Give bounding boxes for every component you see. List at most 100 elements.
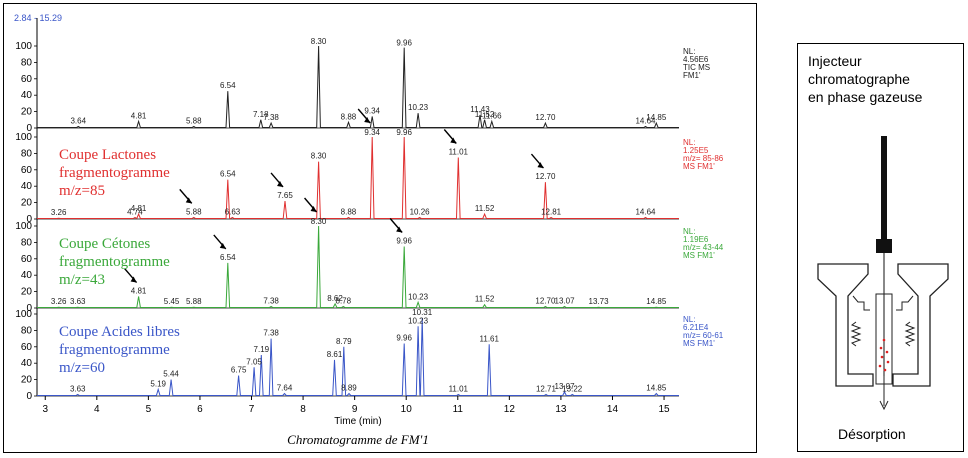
y-tick-label: 20	[21, 198, 33, 209]
peak-label: 11.52	[475, 295, 495, 304]
peak-label: 8.88	[341, 112, 357, 121]
panel-2-nl-line: NL:	[683, 138, 695, 147]
peak-label: 9.96	[396, 237, 412, 246]
y-tick-label: 60	[21, 74, 33, 85]
x-tick-label: 12	[504, 404, 516, 415]
peak-label: 4.81	[131, 111, 147, 120]
peak-label: 3.26	[51, 208, 67, 217]
panel-3-nl-line: m/z= 43-44	[683, 243, 724, 252]
peak-label: 14.64	[635, 207, 656, 216]
peak-label: 4.81	[131, 204, 147, 213]
panel-3-nl-line: NL:	[683, 227, 695, 236]
peak-label: 13.07	[555, 296, 576, 305]
panel-3-nl-line: 1.19E6	[683, 235, 709, 244]
panel-4-nl-line: 6.21E4	[683, 323, 709, 332]
peak-label: 10.31	[412, 308, 433, 317]
peak-label: 8.78	[336, 296, 352, 305]
peak-label: 10.26	[410, 207, 431, 216]
y-tick-label: 100	[15, 221, 32, 232]
panel-1-nl-line: TIC MS	[683, 63, 710, 72]
panel-2-label-line: fragmentogramme	[59, 165, 170, 181]
injector-diagram: Injecteur chromatographe en phase gazeus…	[797, 43, 964, 452]
chromatogram-figure: 2.84 - 15.29 0 20 40 60 80 100 3.64 4.81 5.88 6.54…	[3, 3, 757, 453]
peak-label: 14.85	[646, 384, 667, 393]
panel-4-nl-line: MS FM1'	[683, 339, 715, 348]
y-tick-label: 100	[15, 309, 32, 320]
y-tick-label: 40	[21, 270, 33, 281]
peak-label: 5.88	[186, 116, 202, 125]
spring-right-icon	[904, 321, 916, 347]
peak-label: 14.64	[635, 116, 656, 125]
peak-label: 14.85	[646, 297, 667, 306]
panel-4-label-line: Coupe Acides libres	[59, 324, 180, 340]
peak-label: 7.05	[246, 357, 262, 366]
peak-label: 5.19	[150, 379, 166, 388]
sample-particles	[878, 338, 890, 372]
peak-arrowhead-icon	[185, 197, 192, 204]
panel-2-trace	[37, 136, 679, 220]
y-tick-label: 40	[21, 358, 33, 369]
x-tick-label: 4	[94, 404, 100, 415]
x-tick-label: 11	[453, 404, 464, 415]
peak-label: 11.43	[470, 105, 490, 114]
panel-1-nl-line: NL:	[683, 47, 695, 56]
peak-label: 13.22	[562, 384, 583, 393]
y-tick-label: 60	[21, 254, 33, 265]
injector-drawing	[817, 136, 949, 411]
peak-label: 11.01	[449, 384, 469, 393]
desorption-label: Désorption	[838, 426, 906, 442]
peak-label: 7.19	[254, 345, 270, 354]
peak-label: 6.75	[231, 366, 247, 375]
desorption-arrowhead-icon	[879, 400, 889, 411]
y-tick-label: 80	[21, 237, 33, 248]
peak-label: 9.34	[364, 128, 380, 137]
peak-label: 11.66	[482, 111, 502, 120]
panel-2-label-line: m/z=85	[59, 183, 105, 199]
peak-label: 7.38	[263, 329, 279, 338]
peak-label: 9.96	[396, 39, 412, 48]
peak-label: 11.01	[449, 148, 469, 157]
peak-label: 10.23	[408, 103, 429, 112]
y-tick-label: 60	[21, 165, 33, 176]
peak-label: 8.61	[327, 350, 343, 359]
peak-label: 13.07	[555, 382, 576, 391]
panel-4-label-line: m/z=60	[59, 360, 105, 376]
panel-2-label-line: Coupe Lactones	[59, 147, 156, 163]
x-tick-label: 3	[42, 404, 48, 415]
y-tick-label: 80	[21, 325, 33, 336]
panel-2-nl-line: MS FM1'	[683, 162, 715, 171]
peak-label: 9.34	[364, 107, 380, 116]
y-tick-label: 0	[26, 391, 32, 402]
y-tick-label: 20	[21, 375, 33, 386]
panel-1-nl-line: 4.56E6	[683, 55, 709, 64]
peak-label: 10.23	[408, 316, 429, 325]
panel-4-trace	[37, 318, 679, 396]
x-axis-label: Time (min)	[334, 416, 381, 427]
peak-label: 7.64	[277, 384, 293, 393]
peak-label: 11.61	[480, 334, 500, 343]
x-tick-label: 13	[555, 404, 567, 415]
y-tick-label: 0	[26, 303, 32, 314]
peak-label: 11.52	[475, 204, 495, 213]
peak-label: 5.44	[163, 370, 179, 379]
y-tick-label: 0	[26, 123, 32, 134]
spring-left-icon	[850, 321, 862, 347]
peak-label: 8.79	[336, 337, 352, 346]
peak-label: 14.85	[646, 113, 667, 122]
panel-3-nl-line: MS FM1'	[683, 251, 715, 260]
peak-label: 9.96	[396, 334, 412, 343]
peak-label: 6.54	[220, 253, 236, 262]
peak-label: 8.30	[311, 37, 327, 46]
peak-label: 7.38	[263, 113, 279, 122]
x-tick-label: 14	[607, 404, 619, 415]
injector-title: Injecteur chromatographe en phase gazeus…	[808, 52, 922, 106]
panel-3-label-line: Coupe Cétones	[59, 236, 150, 252]
panel-4-nl-line: NL:	[683, 315, 695, 324]
peak-label: 3.26	[51, 297, 67, 306]
peak-label: 5.45	[164, 297, 180, 306]
figure-caption: Chromatogramme de FM'1	[287, 432, 429, 447]
y-tick-label: 20	[21, 107, 33, 118]
chromatogram-chart: 2.84 - 15.290204060801003.644.815.886.54…	[14, 13, 724, 447]
x-tick-label: 9	[352, 404, 358, 415]
peak-label: 9.96	[396, 128, 412, 137]
